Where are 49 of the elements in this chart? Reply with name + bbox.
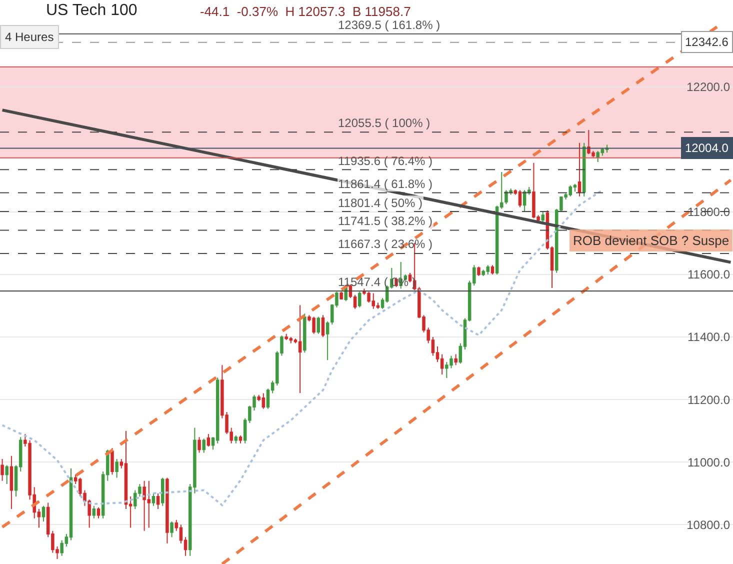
candlestick — [490, 264, 494, 275]
annotation: 11861.4 ( 61.8% ) — [338, 177, 433, 191]
candlestick — [326, 320, 330, 361]
annotation: ROB devient SOB ? Suspe — [573, 233, 730, 248]
candlestick — [340, 291, 343, 300]
chart-subtitle: -44.1 -0.37% H 12057.3 B 11958.7 — [200, 4, 411, 19]
candlestick — [92, 505, 96, 519]
candlestick — [316, 316, 320, 334]
y-tick-label: 11000.0 — [688, 455, 730, 470]
candlestick — [152, 492, 156, 506]
candlestick — [298, 304, 302, 394]
ref-line-label: 12004.0 — [685, 141, 729, 155]
candlestick — [170, 520, 174, 538]
y-tick-label: 12200.0 — [686, 80, 730, 94]
annotation: 11801.4 ( 50% ) — [338, 196, 422, 210]
chart-title: US Tech 100 — [46, 2, 138, 19]
candlestick — [198, 436, 201, 454]
candlestick — [578, 142, 582, 197]
y-tick-label: 10800.0 — [686, 518, 730, 532]
candlestick — [166, 477, 169, 544]
candlestick — [358, 291, 362, 308]
annotation: 11741.5 ( 38.2% ) — [338, 214, 433, 228]
line-series — [1, 189, 604, 506]
candlestick — [156, 492, 160, 510]
annotation: 12055.5 ( 100% ) — [338, 116, 430, 130]
annotation: 12369.5 ( 161.8% ) — [338, 18, 440, 32]
candlestick — [454, 354, 458, 366]
y-tick-label: 11600.0 — [688, 268, 730, 282]
candlestick — [110, 448, 114, 476]
candlestick — [518, 190, 522, 208]
candlestick — [234, 435, 238, 444]
annotation: 4 Heures — [5, 30, 54, 44]
candlestick — [96, 506, 100, 519]
candlestick — [206, 433, 210, 447]
candlestick — [477, 266, 480, 277]
candlestick — [321, 314, 325, 338]
candlestick — [42, 505, 46, 522]
y-tick-label: 11200.0 — [688, 392, 730, 407]
annotation: 11935.6 ( 76.4% ) — [338, 154, 433, 168]
candlestick — [5, 464, 8, 484]
candlestick — [238, 435, 242, 444]
candlestick — [161, 477, 164, 506]
ref-line-label: 12342.6 — [685, 35, 729, 49]
candlestick — [303, 313, 306, 354]
candlestick — [10, 455, 14, 510]
candlestick — [115, 458, 118, 478]
y-tick-label: 11400.0 — [688, 330, 730, 344]
candlestick — [0, 458, 4, 482]
candlestick — [202, 438, 206, 454]
